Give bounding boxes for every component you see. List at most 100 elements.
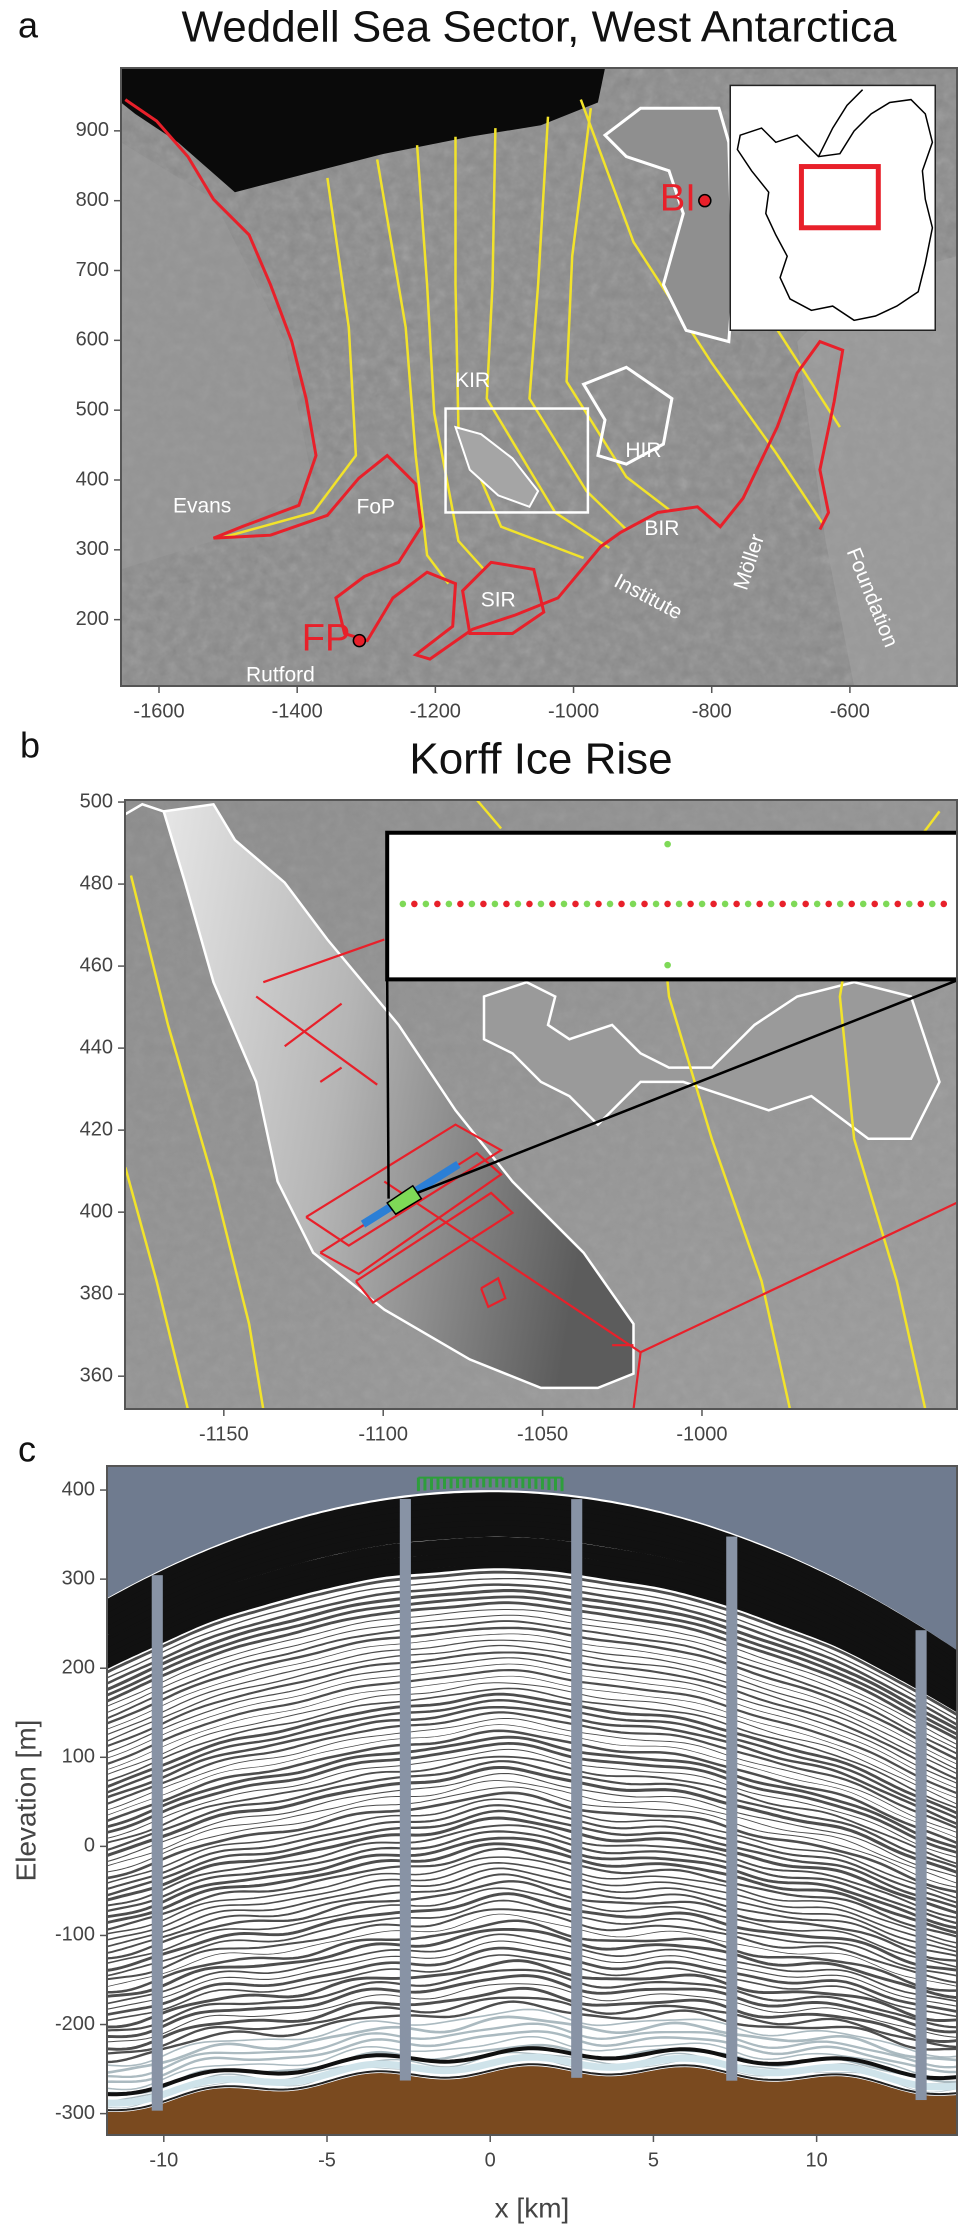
map-label: SIR [481, 588, 516, 611]
layer [107, 1651, 957, 1781]
layer [107, 1724, 957, 1839]
layer [107, 1595, 957, 1736]
inset-dot [652, 900, 660, 908]
y-tick-label: -200 [55, 2013, 95, 2035]
layer [107, 1644, 957, 1775]
layer [107, 1887, 957, 1968]
layer [107, 1601, 957, 1741]
layer [107, 1809, 957, 1909]
ice-rise-outline [453, 425, 540, 509]
inset-dot [583, 900, 591, 908]
layer [107, 1765, 957, 1875]
bed [107, 2066, 957, 2135]
zoom-line [385, 979, 390, 1199]
layer [107, 1570, 957, 1717]
x-axis-label: x [km] [495, 2192, 570, 2223]
layer [107, 1518, 957, 1680]
layer [107, 1816, 957, 1915]
flowline [475, 800, 503, 830]
flowline [375, 159, 450, 585]
inset-dot [641, 900, 648, 908]
flowline [485, 128, 610, 550]
inset-dot [549, 900, 556, 908]
inset-dot [836, 900, 844, 908]
x-tick-label: -1100 [358, 1423, 408, 1445]
inset-dot [767, 900, 775, 908]
inset-dot [491, 900, 499, 908]
inset-dot [526, 900, 533, 908]
y-tick-label: 400 [62, 1478, 95, 1500]
layer [107, 1791, 957, 1894]
data-gap [915, 1630, 927, 2101]
axes-frame [120, 67, 958, 687]
layer [107, 1505, 957, 1670]
inset-dot [480, 900, 487, 908]
layer [107, 1555, 957, 1711]
inset-dot [606, 900, 614, 908]
grounding-line [460, 560, 546, 635]
site-label: BI [660, 178, 696, 220]
outline [125, 802, 165, 816]
axes-frame [106, 1465, 958, 2136]
layer [107, 2030, 957, 2084]
layer [107, 1908, 957, 1984]
layer [107, 1959, 957, 2029]
survey-line [262, 938, 385, 984]
y-tick-label: 0 [84, 1835, 95, 1857]
layer [107, 1968, 957, 2032]
ice-rise-outline [602, 106, 735, 344]
inset-dot [733, 900, 740, 908]
inset-dot [595, 900, 602, 908]
layer [107, 1657, 957, 1784]
panel-title: Korff Ice Rise [409, 735, 672, 784]
bed-echo [107, 2046, 957, 2097]
flowline [415, 145, 485, 571]
inset-dot [664, 961, 671, 969]
y-tick-label: 420 [80, 1118, 113, 1140]
site [352, 633, 367, 648]
inset-dot [618, 900, 625, 908]
layer [107, 1682, 957, 1805]
layer [107, 1718, 957, 1833]
layer [107, 2008, 957, 2067]
layer [107, 2022, 957, 2079]
y-tick-label: 200 [62, 1656, 95, 1678]
map-label: HIR [625, 439, 661, 462]
inset-box [798, 164, 881, 231]
ocean [121, 68, 605, 193]
islands [482, 980, 941, 1141]
map-b [125, 800, 957, 1409]
layer [107, 1633, 957, 1765]
extent-box [444, 407, 590, 514]
layer [107, 1913, 957, 1987]
inset-dot [940, 900, 948, 908]
y-tick-label: 300 [62, 1567, 95, 1589]
y-tick-label: 400 [76, 468, 109, 490]
ice-rise [162, 802, 635, 1390]
inset-dot [710, 900, 717, 908]
layer [107, 1499, 957, 1665]
x-tick-label: 10 [806, 2149, 828, 2171]
inset-dot [503, 900, 510, 908]
inset-dot [802, 900, 809, 908]
layer [107, 1856, 957, 1944]
axes-frame [124, 799, 958, 1410]
mountains [121, 142, 314, 570]
inset-dot [721, 900, 729, 908]
inset-coast [736, 98, 934, 322]
map-label: Rutford [246, 664, 315, 687]
layer [107, 1927, 957, 1999]
layer [107, 2000, 957, 2064]
mountains [797, 256, 957, 686]
flowline [528, 116, 628, 531]
x-tick-label: -1200 [410, 700, 461, 722]
inset-dot [560, 900, 568, 908]
layer [107, 1772, 957, 1878]
y-tick-label: 100 [62, 1746, 95, 1768]
layer [107, 1492, 957, 1661]
layer [107, 1760, 957, 1869]
x-tick-label: -1000 [676, 1423, 727, 1445]
x-tick-label: -1600 [133, 700, 184, 722]
layer [107, 1836, 957, 1930]
layer [107, 1589, 957, 1731]
